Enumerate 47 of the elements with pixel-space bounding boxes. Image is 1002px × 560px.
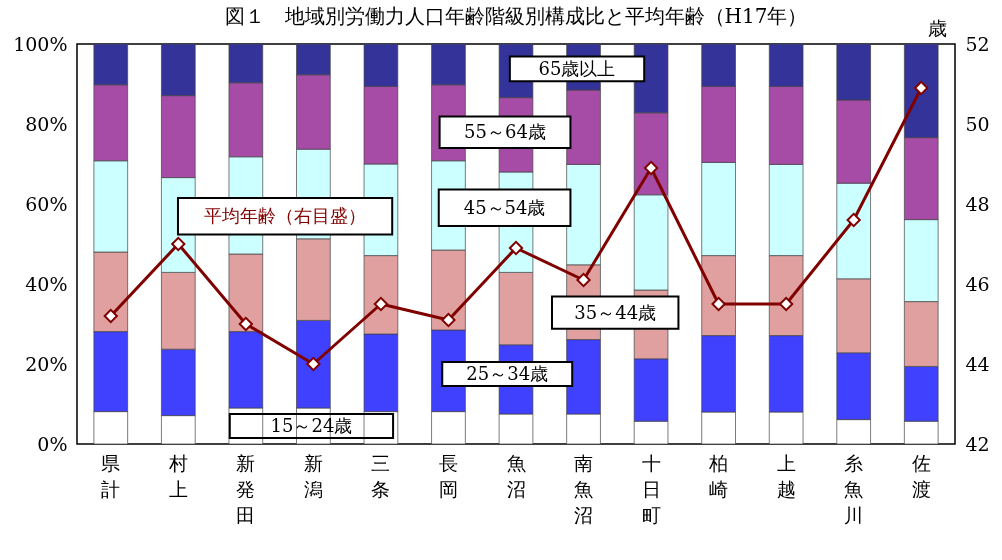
y2-tick-label: 48 — [965, 192, 990, 215]
point — [306, 356, 321, 372]
x-tick-label: 糸魚川 — [844, 451, 864, 526]
series-label: 平均年齢（右目盛） — [204, 205, 367, 227]
series-label: 35～44歳 — [574, 301, 657, 323]
y-tick-label: 80% — [25, 112, 68, 135]
x-tick-label: 佐渡 — [911, 451, 931, 500]
series-label: 25～34歳 — [466, 363, 549, 384]
point — [238, 316, 253, 332]
x-tick-label: 県計 — [101, 451, 121, 500]
point — [103, 308, 118, 324]
y-tick-label: 40% — [25, 272, 68, 295]
point — [914, 80, 929, 96]
x-tick-label: 長岡 — [438, 451, 458, 500]
point — [846, 212, 861, 228]
y2-tick-label: 46 — [965, 272, 990, 295]
series-label: 55～64歳 — [464, 121, 546, 143]
x-tick-label: 上越 — [776, 451, 796, 500]
y-tick-label: 100% — [13, 32, 68, 55]
x-tick-label: 魚沼 — [506, 451, 526, 500]
x-tick-label: 柏崎 — [708, 451, 729, 500]
x-tick-label: 三条 — [371, 451, 391, 500]
series-label: 15～24歳 — [270, 415, 353, 436]
y2-tick-label: 52 — [965, 32, 990, 55]
point — [779, 296, 794, 312]
y2-tick-label: 50 — [965, 112, 990, 135]
x-tick-label: 新潟 — [303, 451, 323, 500]
series-label: 45～54歳 — [463, 196, 546, 218]
series-label: 65歳以上 — [538, 57, 616, 79]
y-tick-label: 0% — [37, 432, 68, 455]
point — [576, 272, 591, 288]
point — [643, 160, 659, 176]
x-tick-label: 新発田 — [236, 451, 256, 526]
point — [441, 312, 456, 328]
y-tick-label: 60% — [25, 192, 68, 215]
point — [711, 296, 726, 312]
point — [508, 240, 524, 256]
point — [171, 236, 186, 252]
chart-title: 図１ 地域別労働力人口年齢階級別構成比と平均年齢（H17年） — [224, 4, 808, 28]
x-tick-label: 村上 — [167, 451, 188, 500]
x-tick-label: 南魚沼 — [574, 451, 594, 526]
y-tick-label: 20% — [25, 352, 68, 375]
x-tick-label: 十日町 — [641, 451, 661, 526]
point — [373, 296, 389, 312]
y2-tick-label: 44 — [965, 352, 990, 375]
y2-tick-label: 42 — [965, 432, 990, 455]
y2-axis-title: 歳 — [928, 16, 947, 39]
